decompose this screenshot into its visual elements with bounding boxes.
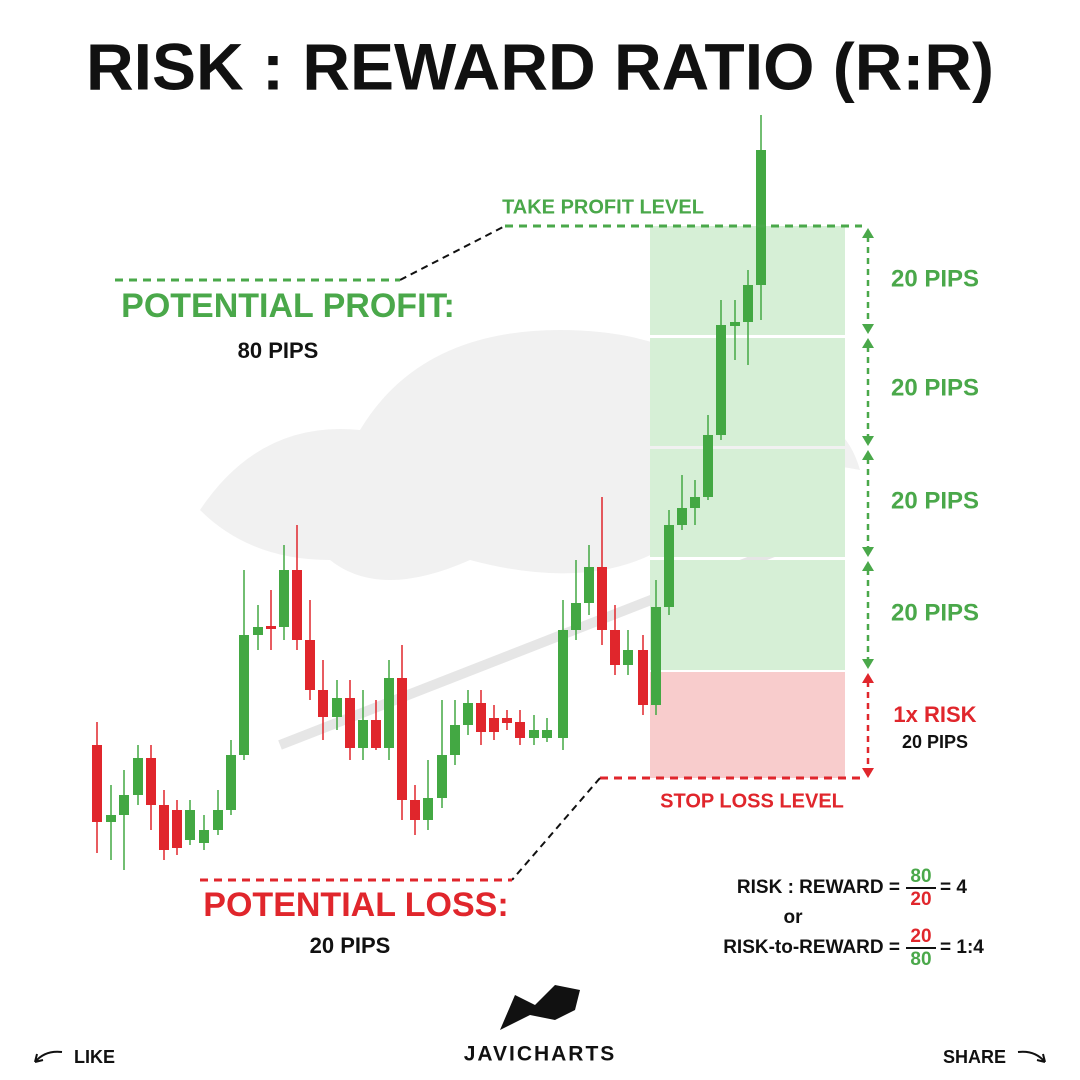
candle-body [213, 810, 223, 830]
connector [399, 225, 506, 281]
formula-result: = 1:4 [940, 937, 984, 958]
candle-body [253, 627, 263, 635]
arrow-head [862, 324, 874, 334]
pip-arrows [862, 228, 874, 778]
reward-zone [650, 449, 845, 557]
brand: JAVICHARTS [464, 1043, 617, 1066]
candle-body [172, 810, 182, 848]
brand-logo [500, 985, 580, 1030]
zones [650, 226, 845, 778]
candle-body [716, 325, 726, 435]
arrow-head [862, 673, 874, 683]
formula-label: RISK-to-REWARD = [723, 937, 900, 958]
candle-body [743, 285, 753, 322]
reward-step: 20 PIPS [891, 265, 979, 292]
candle-body [119, 795, 129, 815]
candle-body [502, 718, 512, 723]
candle-body [133, 758, 143, 795]
candle-body [279, 570, 289, 627]
candle-body [410, 800, 420, 820]
formula-or: or [784, 907, 804, 928]
candle-body [756, 150, 766, 285]
candle-body [318, 690, 328, 717]
reward-zone [650, 560, 845, 670]
candle-body [651, 607, 661, 705]
arrow-head [862, 228, 874, 238]
numerator: 20 [910, 926, 931, 947]
arrow-head [862, 547, 874, 557]
candle-body [597, 567, 607, 630]
candle-body [437, 755, 447, 798]
profit-amount: 80 PIPS [238, 338, 319, 363]
arrow-head [862, 338, 874, 348]
reward-step: 20 PIPS [891, 599, 979, 626]
candle-body [542, 730, 552, 738]
loss-amount: 20 PIPS [310, 933, 391, 958]
candle-body [358, 720, 368, 748]
candle-body [450, 725, 460, 755]
share-arrow [1017, 1050, 1046, 1063]
candle-body [226, 755, 236, 810]
candle-body [239, 635, 249, 755]
candle-body [292, 570, 302, 640]
candles [92, 115, 766, 870]
candle-body [159, 805, 169, 850]
candle-body [690, 497, 700, 508]
take-profit-label: TAKE PROFIT LEVEL [502, 196, 704, 218]
candle-body [623, 650, 633, 665]
risk-amount: 20 PIPS [902, 732, 968, 752]
arrow-head [862, 436, 874, 446]
candle-body [558, 630, 568, 738]
candle-body [476, 703, 486, 732]
candle-body [371, 720, 381, 748]
candle-body [489, 718, 499, 732]
connector [511, 777, 601, 881]
candle-body [397, 678, 407, 800]
share-button[interactable]: SHARE [943, 1047, 1006, 1067]
arrow-head [862, 561, 874, 571]
formula-label: RISK : REWARD = [737, 877, 900, 898]
stop-loss-label: STOP LOSS LEVEL [660, 790, 844, 812]
denominator: 80 [910, 949, 931, 970]
numerator: 80 [910, 866, 931, 887]
title: RISK : REWARD RATIO (R:R) [86, 29, 994, 103]
like-button[interactable]: LIKE [74, 1047, 115, 1067]
profit-label: POTENTIAL PROFIT: [121, 287, 455, 325]
candle-body [463, 703, 473, 725]
candle-body [638, 650, 648, 705]
candle-body [730, 322, 740, 326]
candle-body [571, 603, 581, 630]
candle-body [266, 626, 276, 629]
risk-zone [650, 672, 845, 778]
arrow-head [862, 768, 874, 778]
candle-body [677, 508, 687, 525]
reward-step: 20 PIPS [891, 374, 979, 401]
candle-body [584, 567, 594, 603]
candle-body [423, 798, 433, 820]
candle-body [106, 815, 116, 822]
candle-body [703, 435, 713, 497]
like-arrow [34, 1050, 63, 1063]
denominator: 20 [910, 889, 931, 910]
candle-body [529, 730, 539, 738]
candle-body [345, 698, 355, 748]
candle-body [610, 630, 620, 665]
candle-body [305, 640, 315, 690]
candle-body [185, 810, 195, 840]
loss-label: POTENTIAL LOSS: [203, 886, 508, 924]
candle-body [384, 678, 394, 748]
arrow-head [862, 450, 874, 460]
arrow-head [862, 659, 874, 669]
candle-body [664, 525, 674, 607]
candle-body [199, 830, 209, 843]
risk-label: 1x RISK [893, 702, 976, 727]
reward-step: 20 PIPS [891, 487, 979, 514]
candle-body [92, 745, 102, 822]
candle-body [515, 722, 525, 738]
candle-body [332, 698, 342, 717]
formula-result: = 4 [940, 877, 967, 898]
candle-body [146, 758, 156, 805]
